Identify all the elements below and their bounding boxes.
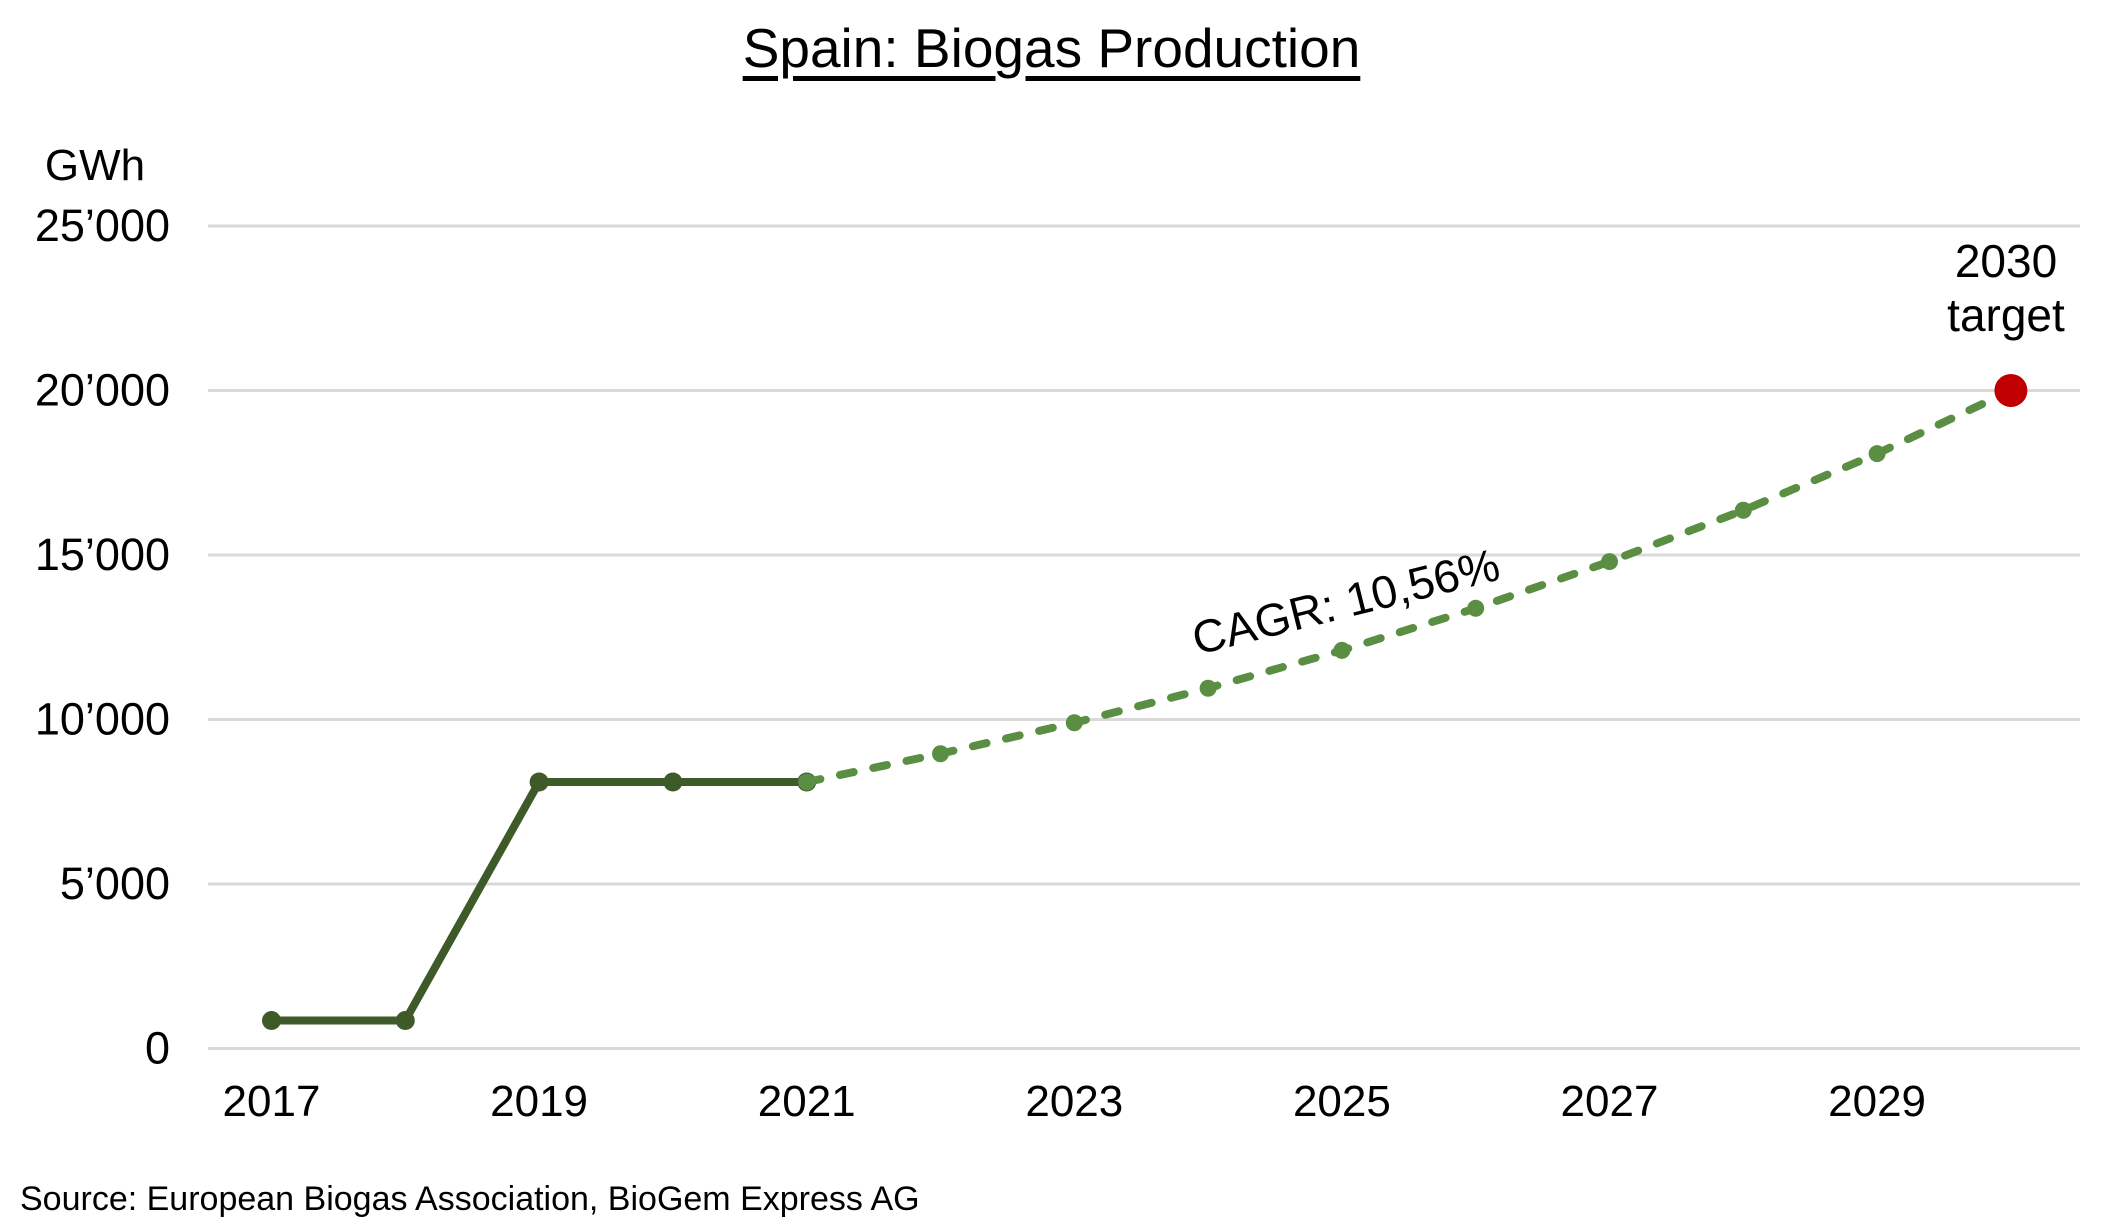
x-tick-label: 2027: [1561, 1077, 1659, 1126]
historical-point: [663, 772, 683, 792]
projection-point: [932, 745, 949, 763]
historical-point: [262, 1011, 281, 1031]
series-group: [262, 374, 2028, 1031]
projection-point: [1734, 501, 1752, 519]
source-note: Source: European Biogas Association, Bio…: [20, 1180, 920, 1218]
historical-line: [267, 778, 811, 1025]
chart-title: Spain: Biogas Production: [742, 17, 1361, 79]
y-axis-tick-labels: 0 5’000 10’000 15’000 20’000 25’000: [35, 200, 170, 1074]
gridlines-group: [208, 224, 2080, 1050]
x-tick-label: 2017: [223, 1077, 321, 1126]
y-tick-label: 10’000: [35, 694, 170, 745]
x-tick-label: 2021: [758, 1077, 856, 1126]
historical-point: [395, 1011, 415, 1031]
historical-point: [529, 772, 549, 792]
target-label-word: target: [1947, 289, 2065, 341]
projection-line: [802, 386, 2015, 786]
projection-point: [1868, 445, 1886, 463]
projection-point: [1333, 641, 1351, 659]
x-tick-label: 2025: [1293, 1077, 1391, 1126]
y-tick-label: 5’000: [60, 858, 170, 909]
y-axis-unit-label: GWh: [45, 141, 145, 190]
projection-point: [1199, 679, 1217, 697]
target-dot: [1994, 374, 2028, 407]
x-axis-tick-labels: 2017 2019 2021 2023 2025 2027 2029: [223, 1077, 1926, 1126]
projection-point: [1601, 553, 1618, 571]
y-tick-label: 0: [145, 1023, 170, 1074]
projection-point: [1065, 714, 1083, 732]
x-tick-label: 2019: [490, 1077, 588, 1126]
y-tick-label: 20’000: [35, 365, 170, 416]
projection-point: [1467, 599, 1485, 617]
target-label-year: 2030: [1955, 235, 2057, 287]
x-tick-label: 2029: [1828, 1077, 1926, 1126]
projection-point: [798, 773, 816, 791]
y-tick-label: 25’000: [35, 200, 170, 251]
x-tick-label: 2023: [1025, 1077, 1123, 1126]
y-tick-label: 15’000: [35, 529, 170, 580]
